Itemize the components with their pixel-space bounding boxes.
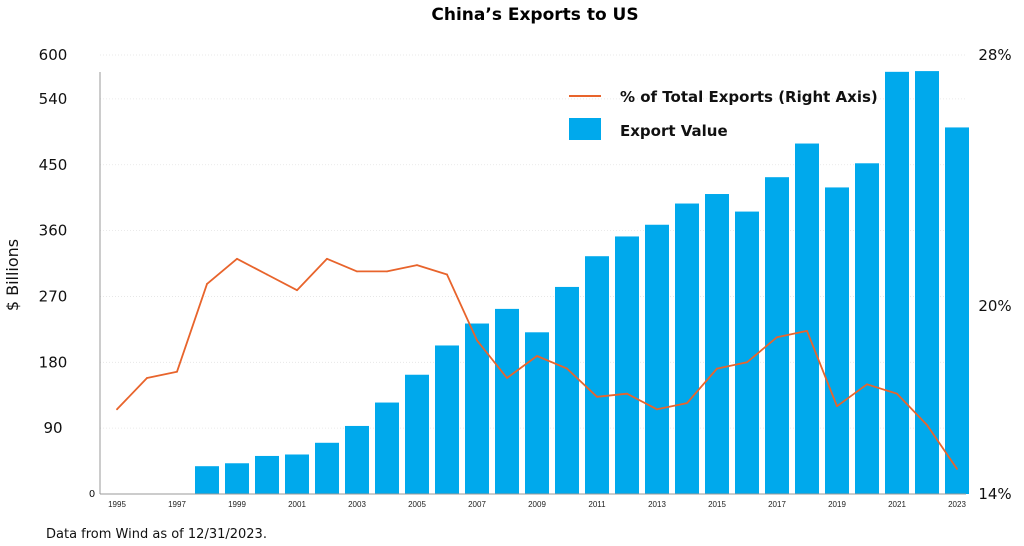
line-point-2018 [806, 330, 808, 332]
line-point-2009 [536, 355, 538, 357]
y-tick-label: 270 [39, 287, 68, 305]
line-point-2020 [866, 383, 868, 386]
line-point-2007 [476, 339, 478, 342]
bar-2018 [795, 143, 819, 494]
y-right-tick-label: 28% [978, 46, 1011, 64]
bar-2014 [675, 203, 699, 495]
y-right-tick-label: 14% [978, 485, 1011, 503]
line-point-1995 [116, 408, 118, 411]
x-tick-label: 2011 [588, 500, 606, 509]
x-tick-label: 2001 [288, 500, 306, 509]
left-y-ticks: 600 540 450 360 270 180 90 0 [39, 46, 96, 500]
line-point-2003 [356, 270, 358, 273]
line-point-2001 [296, 289, 298, 292]
y-tick-label: 540 [39, 90, 68, 108]
bar-2013 [645, 224, 669, 494]
y-tick-label: 90 [43, 419, 62, 437]
bar-2022 [915, 71, 939, 494]
x-ticks: 1995 1997 1999 2001 2003 2005 2007 2009 2011 2013… [108, 500, 966, 509]
bar-2011 [585, 256, 609, 494]
bar-2002 [315, 442, 339, 494]
y-tick-label: 180 [39, 353, 68, 371]
line-point-2010 [566, 367, 568, 370]
line-series [116, 257, 958, 470]
right-y-ticks: 28% 20% 14% [978, 46, 1011, 503]
line-point-2011 [596, 395, 598, 398]
legend-bar-swatch [569, 118, 601, 140]
line-point-2006 [446, 273, 448, 276]
x-tick-label: 2017 [768, 500, 786, 509]
x-tick-label: 1997 [168, 500, 186, 509]
y-axis-label: $ Billions [3, 239, 22, 311]
x-tick-label: 2023 [948, 500, 966, 509]
bar-2020 [855, 163, 879, 494]
line-point-2019 [836, 405, 838, 408]
bar-2008 [495, 308, 519, 494]
bar-2000 [255, 455, 279, 494]
bar-1999 [225, 463, 249, 494]
x-tick-label: 2009 [528, 500, 546, 509]
x-tick-label: 2021 [888, 500, 906, 509]
bar-series [195, 71, 969, 495]
bar-2016 [735, 211, 759, 494]
legend-label-bar: Export Value [620, 122, 728, 140]
line-point-2015 [716, 367, 718, 370]
bar-2010 [555, 286, 579, 494]
x-tick-label: 2019 [828, 500, 846, 509]
line-point-2021 [896, 392, 898, 395]
x-tick-label: 2015 [708, 500, 726, 509]
line-point-2016 [746, 361, 748, 364]
bar-2004 [375, 402, 399, 494]
x-tick-label: 1999 [228, 500, 246, 509]
bar-2012 [615, 236, 639, 494]
line-point-1997 [176, 370, 178, 373]
line-point-1996 [146, 377, 148, 379]
x-tick-label: 1995 [108, 500, 126, 509]
y-tick-label: 360 [39, 222, 68, 240]
axes [99, 72, 966, 495]
y-right-tick-label: 20% [978, 297, 1011, 315]
x-tick-label: 2005 [408, 500, 426, 509]
bar-1998 [195, 466, 219, 494]
legend-label-line: % of Total Exports (Right Axis) [620, 88, 878, 106]
y-tick-label: 0 [89, 489, 95, 500]
line-point-1999 [236, 257, 238, 260]
legend: % of Total Exports (Right Axis) Export V… [569, 88, 878, 140]
bar-2001 [285, 454, 309, 494]
x-tick-label: 2013 [648, 500, 666, 509]
line-point-2002 [326, 257, 328, 260]
bar-2006 [435, 345, 459, 494]
line-point-2017 [776, 336, 778, 339]
line-point-2014 [686, 402, 688, 404]
bar-2019 [825, 187, 849, 494]
line-point-2008 [506, 377, 508, 379]
bar-2015 [705, 194, 729, 494]
chart-title: China’s Exports to US [431, 5, 638, 25]
line-point-2023 [956, 468, 958, 470]
y-tick-label: 450 [39, 156, 68, 174]
line-point-1998 [206, 283, 208, 285]
bar-2021 [885, 71, 909, 494]
bar-2023 [945, 127, 969, 494]
x-tick-label: 2007 [468, 500, 486, 509]
footnote: Data from Wind as of 12/31/2023. [46, 527, 267, 542]
line-point-2004 [386, 270, 388, 273]
bar-2005 [405, 374, 429, 494]
line-point-2000 [266, 273, 268, 276]
line-point-2022 [926, 424, 928, 426]
line-point-2013 [656, 408, 658, 411]
x-tick-label: 2003 [348, 500, 366, 509]
line-point-2005 [416, 264, 418, 266]
y-tick-label: 600 [39, 46, 68, 64]
line-point-2012 [626, 392, 628, 395]
bar-2003 [345, 425, 369, 494]
bar-2007 [465, 323, 489, 494]
